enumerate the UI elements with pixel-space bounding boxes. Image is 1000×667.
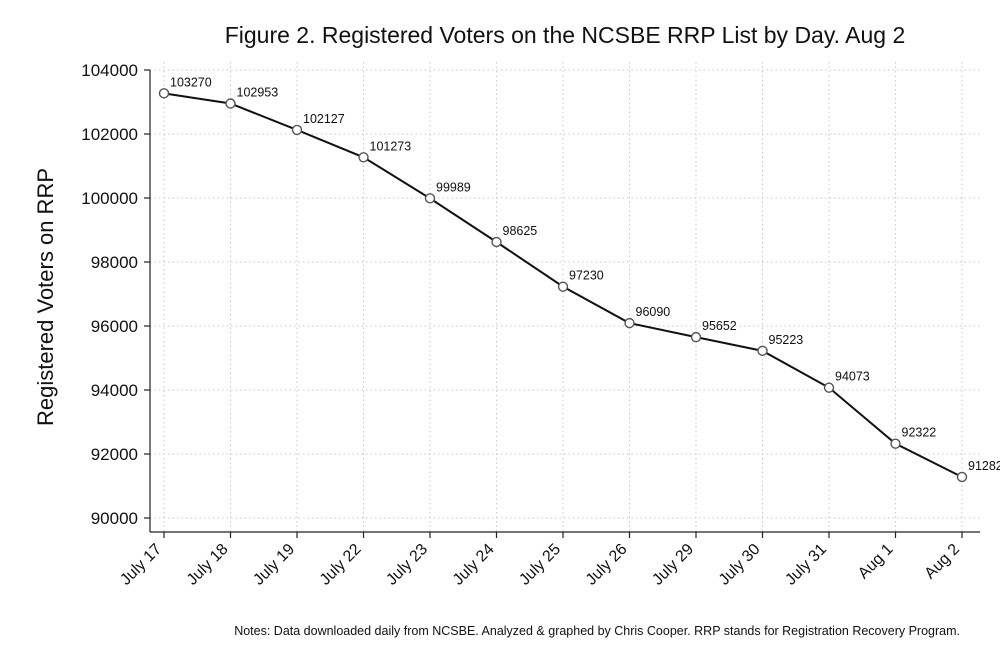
data-label: 95652 (702, 319, 737, 333)
x-tick-label: July 17 (117, 541, 165, 589)
data-point (624, 317, 635, 329)
data-point (225, 98, 236, 109)
data-point (491, 236, 502, 248)
data-point (358, 152, 369, 163)
data-point (890, 438, 901, 449)
data-point (424, 193, 436, 204)
x-tick-label: July 24 (450, 541, 498, 589)
data-points (158, 88, 968, 483)
data-label: 97230 (569, 269, 604, 283)
data-point (823, 382, 835, 393)
axes (149, 70, 980, 533)
y-tick-label: 104000 (81, 61, 138, 80)
chart-notes: Notes: Data downloaded daily from NCSBE.… (234, 624, 960, 638)
y-axis-label: Registered Voters on RRP (33, 168, 58, 426)
x-tick-label: Aug 2 (922, 541, 964, 583)
y-tick-label: 90000 (91, 509, 138, 528)
data-point (557, 281, 569, 292)
data-point (291, 124, 303, 136)
data-label: 94073 (835, 370, 870, 384)
data-label: 103270 (170, 75, 212, 89)
data-point (690, 331, 702, 343)
x-axis-ticks: July 17 July 18 July 19 July 22 July 23 July … (117, 532, 963, 589)
x-tick-label: July 30 (716, 541, 764, 589)
y-tick-label: 100000 (81, 189, 138, 208)
x-tick-label: July 23 (383, 541, 431, 589)
data-point (158, 88, 170, 99)
data-label: 101273 (370, 139, 412, 153)
data-label: 96090 (636, 305, 671, 319)
y-tick-label: 96000 (91, 317, 138, 336)
data-label: 98625 (503, 224, 538, 238)
chart-title: Figure 2. Registered Voters on the NCSBE… (224, 22, 906, 48)
y-tick-label: 102000 (81, 125, 138, 144)
x-tick-label: July 22 (317, 541, 365, 589)
x-tick-label: July 25 (516, 541, 564, 589)
data-label: 99989 (436, 180, 471, 194)
data-labels: 103270 102953 102127 101273 99989 98625 97230 9… (170, 75, 1000, 473)
x-tick-label: July 18 (184, 541, 232, 589)
data-point (956, 471, 968, 483)
data-label: 95223 (769, 333, 804, 347)
data-label: 102953 (237, 86, 279, 100)
x-tick-label: July 29 (649, 541, 697, 589)
y-tick-label: 94000 (91, 381, 138, 400)
y-tick-label: 92000 (91, 445, 138, 464)
x-tick-label: July 19 (250, 541, 298, 589)
y-axis-ticks: 90000 92000 94000 96000 98000 100000 102000 104… (81, 61, 150, 528)
gridlines (150, 62, 980, 532)
data-point (757, 345, 768, 357)
x-tick-label: July 31 (782, 541, 830, 589)
x-tick-label: Aug 1 (855, 541, 897, 583)
data-label: 91282 (968, 459, 1000, 473)
x-tick-label: July 26 (583, 541, 631, 589)
data-label: 102127 (303, 112, 345, 126)
data-label: 92322 (902, 426, 937, 440)
y-tick-label: 98000 (91, 253, 138, 272)
